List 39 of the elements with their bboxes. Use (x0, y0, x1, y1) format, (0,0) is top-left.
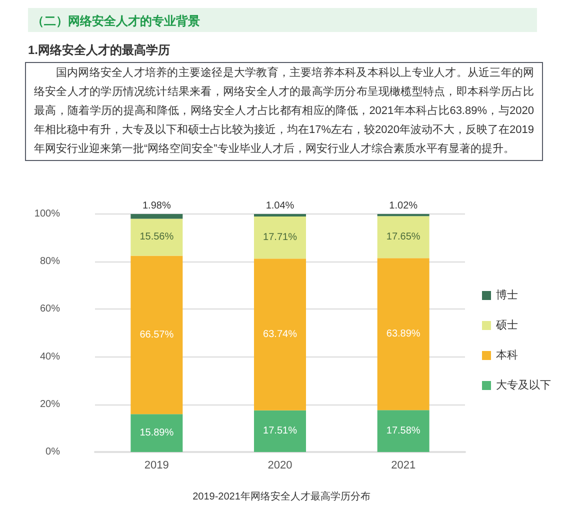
bar (377, 410, 430, 452)
bar (130, 214, 183, 219)
data-label: 15.56% (140, 232, 174, 243)
data-label: 17.58% (386, 426, 420, 437)
y-tick-label: 80% (40, 256, 60, 268)
bar (130, 218, 183, 256)
x-tick-label: 2021 (391, 460, 416, 472)
legend-label: 博士 (496, 288, 518, 302)
text: 1.网络安全人才的最高学历 (28, 42, 170, 59)
data-label: 17.65% (386, 232, 420, 243)
data-label: 63.74% (263, 328, 298, 340)
y-tick-label: 0% (46, 446, 60, 458)
legend-label: 硕士 (495, 318, 518, 332)
y-tick-label: 100% (34, 208, 60, 220)
bar (254, 410, 306, 452)
data-label: 63.89% (386, 328, 420, 340)
y-tick-label: 20% (40, 398, 60, 410)
y-tick-label: 60% (40, 304, 60, 315)
data-label: 17.71% (263, 232, 298, 244)
data-label: 1.04% (266, 200, 294, 212)
bar (130, 256, 183, 414)
legend-label: 本科 (496, 348, 518, 362)
data-label: 1.02% (389, 200, 418, 212)
y-tick-label: 40% (40, 351, 60, 362)
data-label: 15.89% (140, 428, 174, 439)
bar (130, 414, 183, 452)
bar (254, 216, 306, 259)
data-label: 1.98% (142, 200, 171, 212)
data-label: 66.57% (140, 329, 174, 340)
legend-label: 大专及以下 (496, 378, 551, 392)
bar (254, 258, 306, 410)
x-tick-label: 2019 (144, 460, 169, 472)
data-label: 17.51% (263, 426, 298, 437)
bar (377, 216, 430, 258)
x-tick-label: 2020 (268, 460, 292, 472)
text: 2019-2021年网络安全人才最高学历分布 (192, 490, 370, 502)
text: （二）网络安全人才的专业背景 (32, 13, 200, 30)
text: 国内网络安全人才培养的主要途径是大学教育，主要培养本科及本科以上专业人才。从近三年的网络安全人才的学历情况统计结果来看，网络安全人才的最高学历分布呈现橄榄型特点，即本科学历占比最高，随着学历的提高和降低，网络安全人才占比都有相应的降低，2021年本科占比63.89%，与2020年相比稳中有升，大专及以下和硕士占比较为接近，均在17%左右，较2020年波动不大，反映了在2019年网安行业迎来第一批“网络空间安全”专业毕业人才后，网安行业人才综合素质水平有显著的提升。 (25, 62, 543, 161)
bar (377, 258, 430, 410)
